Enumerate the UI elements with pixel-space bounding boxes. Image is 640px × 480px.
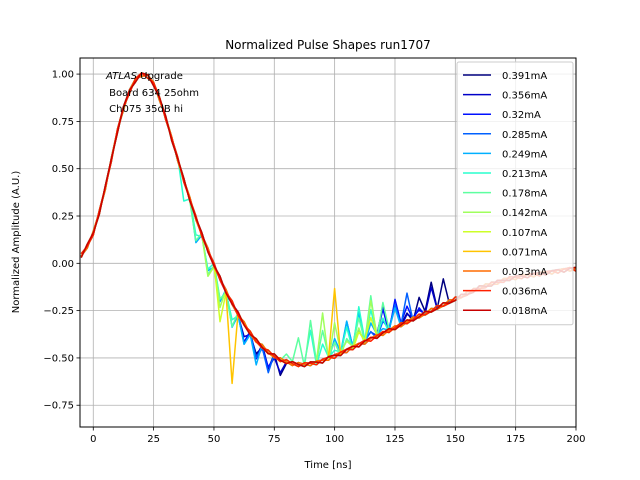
y-tick-label: 0.75 (52, 117, 74, 128)
legend-label: 0.249mA (502, 149, 547, 160)
x-tick-label: 25 (147, 434, 160, 445)
legend-label: 0.018mA (502, 306, 547, 317)
legend-label: 0.213mA (502, 169, 547, 180)
y-tick-label: 0.00 (52, 259, 74, 270)
legend-label: 0.285mA (502, 130, 547, 141)
y-tick-label: −0.75 (43, 401, 74, 412)
y-tick-label: −0.50 (43, 353, 74, 364)
x-tick-label: 50 (208, 434, 221, 445)
x-tick-label: 200 (566, 434, 585, 445)
y-tick-label: 1.00 (52, 70, 74, 81)
y-tick-label: 0.50 (52, 164, 74, 175)
annotation-line-3: Ch075 35dB hi (106, 104, 183, 115)
legend-label: 0.053mA (502, 267, 547, 278)
x-axis-label: Time [ns] (303, 460, 351, 471)
chart-title: Normalized Pulse Shapes run1707 (225, 38, 431, 52)
x-tick-label: 150 (446, 434, 465, 445)
x-tick-label: 175 (506, 434, 525, 445)
legend-box (456, 61, 574, 326)
x-tick-label: 75 (268, 434, 281, 445)
axes-frame (79, 57, 577, 428)
legend: 0.391mA 0.356mA 0.32mA 0.285mA 0.249mA 0.213m… (456, 61, 574, 326)
y-axis: −0.75 −0.50 −0.25 0.00 0.25 0.50 0.75 1.00 (43, 70, 80, 412)
y-axis-label: Normalized Amplitude (A.U.) (11, 171, 22, 314)
legend-label: 0.178mA (502, 189, 547, 200)
annotation-upgrade: Upgrade (137, 71, 183, 82)
legend-label: 0.142mA (502, 208, 547, 219)
legend-label: 0.32mA (502, 110, 541, 121)
legend-label: 0.107mA (502, 228, 547, 239)
legend-label: 0.356mA (502, 91, 547, 102)
x-tick-label: 100 (325, 434, 344, 445)
legend-label: 0.071mA (502, 247, 547, 258)
legend-label: 0.391mA (502, 71, 547, 82)
x-axis: 0 25 50 75 100 125 150 175 200 (90, 427, 586, 445)
x-tick-label: 0 (90, 434, 96, 445)
y-tick-label: −0.25 (43, 306, 74, 317)
y-tick-label: 0.25 (52, 212, 74, 223)
annotation-line-2: Board 634 25ohm (106, 88, 199, 99)
legend-label: 0.036mA (502, 287, 547, 298)
annotation-line-1: ATLAS Upgrade (105, 71, 183, 82)
x-tick-label: 125 (385, 434, 404, 445)
annotation-atlas: ATLAS (105, 71, 138, 82)
